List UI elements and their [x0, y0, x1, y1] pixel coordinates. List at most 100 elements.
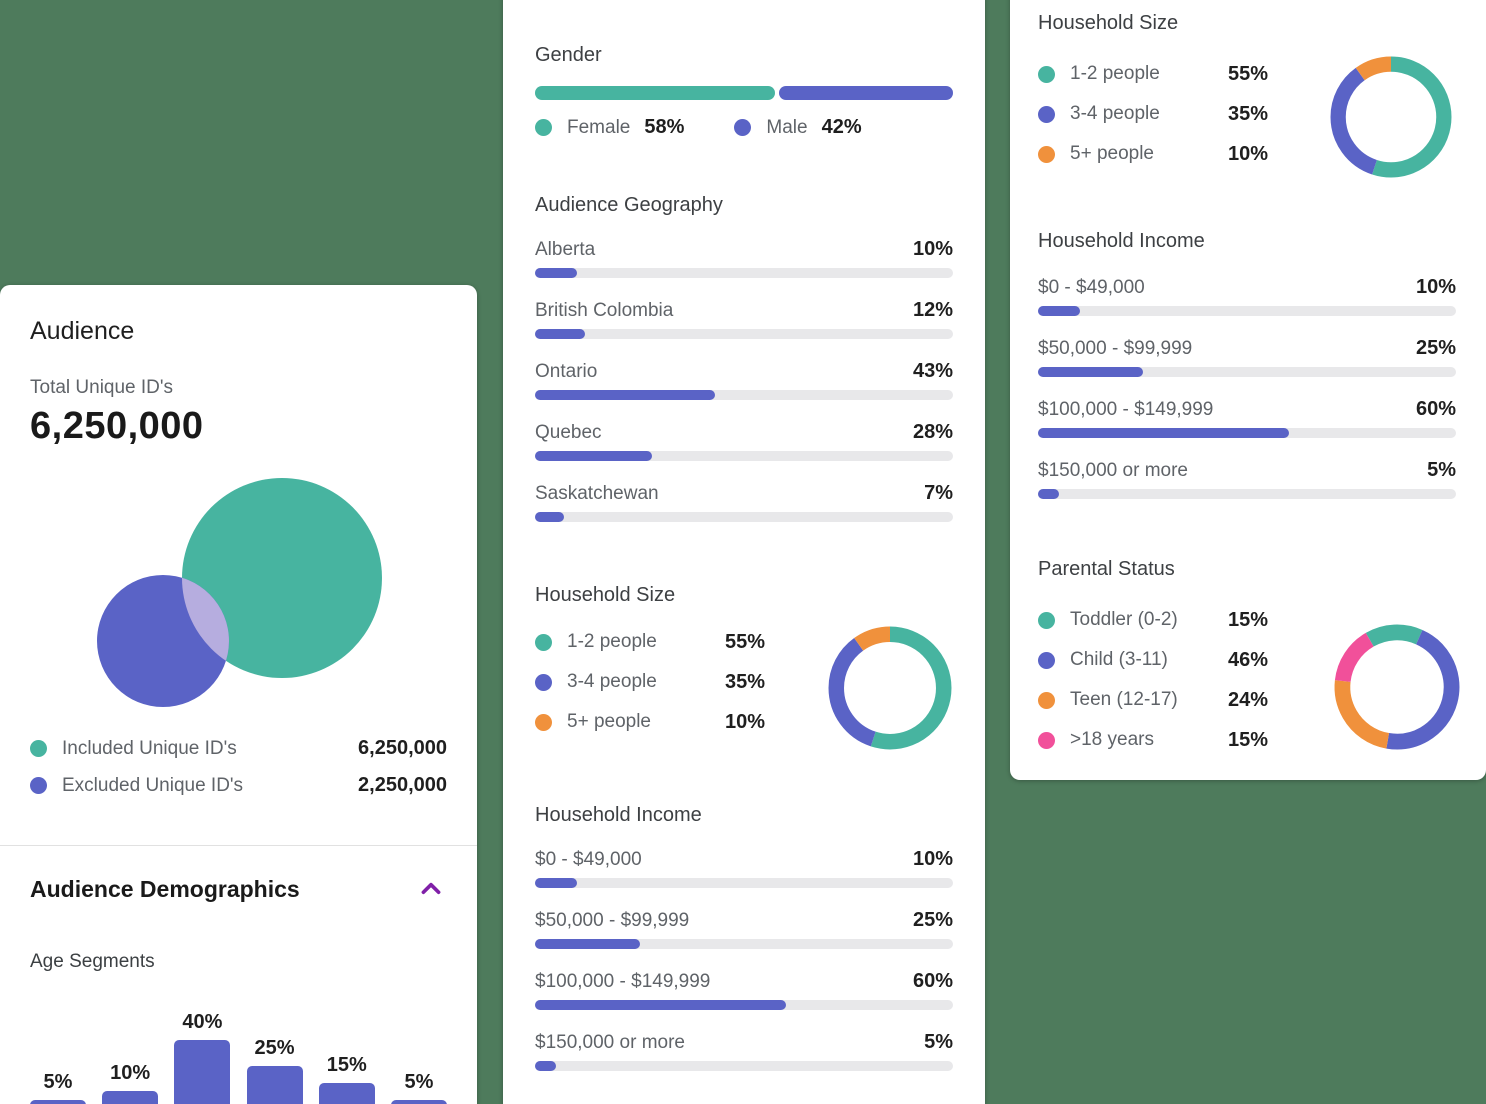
age-segment-bar-fill — [390, 1099, 447, 1104]
geo-value: 10% — [912, 238, 953, 260]
income-bar-fill — [535, 878, 577, 888]
included-dot-icon — [30, 740, 47, 757]
hhsize-row-3-4: 3-4 people 35% — [1038, 100, 1268, 128]
age-segment-bar: 10% — [102, 1062, 159, 1104]
total-unique-ids-label: Total Unique ID's — [30, 377, 174, 398]
geo-label: British Colombia — [535, 300, 674, 321]
age-segment-bar: 15% — [318, 1053, 375, 1104]
excluded-ids-label: Excluded Unique ID's — [62, 774, 244, 796]
income-value: 5% — [924, 1031, 953, 1053]
hhsize-label: 5+ people — [1070, 143, 1154, 164]
hhsize-1-2-dot-icon — [535, 633, 552, 651]
income-row-50-99k: $50,000 - $99,999 25% — [535, 909, 953, 949]
parental-label: >18 years — [1070, 729, 1154, 750]
age-segment-value: 5% — [404, 1070, 434, 1093]
geo-row-quebec: Quebec 28% — [535, 421, 953, 461]
excluded-ids-value: 2,250,000 — [358, 774, 447, 796]
geo-bar-track — [535, 329, 953, 339]
age-segment-bar-fill — [174, 1040, 231, 1104]
age-segment-bar: 5% — [390, 1070, 447, 1104]
male-dot-icon — [734, 119, 752, 136]
household-size-donut — [1330, 56, 1452, 178]
demographics-panel: Gender Female 58% Male 42% Audience Geog… — [503, 0, 985, 1104]
gender-stacked-bar — [535, 86, 953, 100]
included-ids-label: Included Unique ID's — [62, 737, 237, 759]
male-value: 42% — [821, 116, 862, 138]
age-segments-title: Age Segments — [30, 951, 155, 972]
parental-value: 15% — [1228, 608, 1269, 631]
income-label: $100,000 - $149,999 — [535, 971, 711, 992]
income-label: $0 - $49,000 — [1038, 277, 1145, 298]
female-label: Female — [567, 116, 631, 138]
hhsize-1-2-dot-icon — [1038, 65, 1055, 83]
hhsize-label: 5+ people — [567, 711, 651, 732]
geo-bar-track — [535, 390, 953, 400]
income-bar-fill — [535, 1061, 556, 1071]
parental-value: 24% — [1228, 688, 1269, 711]
geo-bar-fill — [535, 512, 565, 522]
demographics-title: Audience Demographics — [30, 875, 300, 902]
income-value: 60% — [1415, 398, 1456, 420]
hhsize-value: 55% — [1228, 62, 1269, 85]
income-row-0-49k: $0 - $49,000 10% — [1038, 276, 1456, 316]
total-unique-ids-value: 6,250,000 — [30, 405, 204, 447]
parental-status-legend: Toddler (0-2) 15% Child (3-11) 46% Teen … — [1038, 606, 1268, 766]
hhsize-label: 1-2 people — [1070, 63, 1160, 84]
parental-value: 46% — [1228, 648, 1269, 671]
gender-legend-female: Female 58% — [535, 116, 684, 139]
geo-bar-fill — [535, 329, 586, 339]
geo-row-alberta: Alberta 10% — [535, 238, 953, 278]
age-segments-chart: 5% 10% 40% 25% 15% 5% — [30, 985, 447, 1104]
age-segment-value: 25% — [254, 1036, 295, 1059]
geo-label: Quebec — [535, 422, 602, 443]
collapse-demographics-button[interactable] — [415, 875, 447, 903]
geo-bar-fill — [535, 268, 577, 278]
excluded-dot-icon — [30, 777, 47, 794]
audience-card: Audience Total Unique ID's 6,250,000 Inc… — [0, 285, 477, 1104]
household-size-title: Household Size — [535, 584, 676, 606]
income-label: $50,000 - $99,999 — [1038, 338, 1193, 359]
gender-legend-male: Male 42% — [734, 116, 862, 139]
demographics-panel-2: Household Size 1-2 people 55% 3-4 people… — [1010, 0, 1486, 780]
age-segment-bar: 5% — [30, 1071, 86, 1104]
geo-row-ontario: Ontario 43% — [535, 360, 953, 400]
age-segment-value: 40% — [182, 1011, 223, 1033]
hhsize-label: 1-2 people — [567, 631, 657, 652]
gender-legend: Female 58% Male 42% — [535, 116, 953, 139]
section-divider — [0, 845, 477, 846]
included-ids-value: 6,250,000 — [358, 737, 447, 759]
income-label: $100,000 - $149,999 — [1038, 399, 1214, 420]
parental-label: Child (3-11) — [1070, 649, 1168, 670]
age-segment-value: 5% — [43, 1070, 73, 1093]
age-segment-value: 10% — [110, 1062, 151, 1084]
gender-female-segment — [535, 86, 776, 100]
household-size-donut — [828, 626, 952, 750]
household-income-title: Household Income — [1038, 230, 1205, 252]
audience-legend: Included Unique ID's 6,250,000 Excluded … — [30, 737, 447, 811]
male-label: Male — [766, 116, 808, 138]
income-row-50-99k: $50,000 - $99,999 25% — [1038, 337, 1456, 377]
income-bar-track — [535, 1000, 953, 1010]
toddler-dot-icon — [1038, 611, 1055, 629]
hhsize-row-1-2: 1-2 people 55% — [1038, 60, 1268, 88]
hhsize-value: 55% — [725, 630, 766, 653]
gender-male-segment — [779, 86, 953, 100]
included-ids-row: Included Unique ID's 6,250,000 — [30, 737, 447, 760]
hhsize-row-5plus: 5+ people 10% — [1038, 140, 1268, 168]
geo-bar-track — [535, 268, 953, 278]
age-segment-bar: 25% — [246, 1036, 303, 1104]
household-income-title: Household Income — [535, 804, 702, 826]
income-bar-fill — [535, 939, 640, 949]
geo-bar-track — [535, 451, 953, 461]
female-dot-icon — [535, 119, 552, 136]
geo-label: Saskatchewan — [535, 483, 659, 504]
income-label: $150,000 or more — [1038, 460, 1188, 481]
geo-label: Alberta — [535, 239, 596, 260]
geo-value: 28% — [912, 421, 953, 443]
hhsize-3-4-dot-icon — [535, 673, 552, 691]
age-segment-bar-fill — [30, 1099, 86, 1104]
income-bar-fill — [1038, 367, 1143, 377]
age-segment-value: 15% — [326, 1053, 367, 1076]
income-row-100-149k: $100,000 - $149,999 60% — [1038, 398, 1456, 438]
